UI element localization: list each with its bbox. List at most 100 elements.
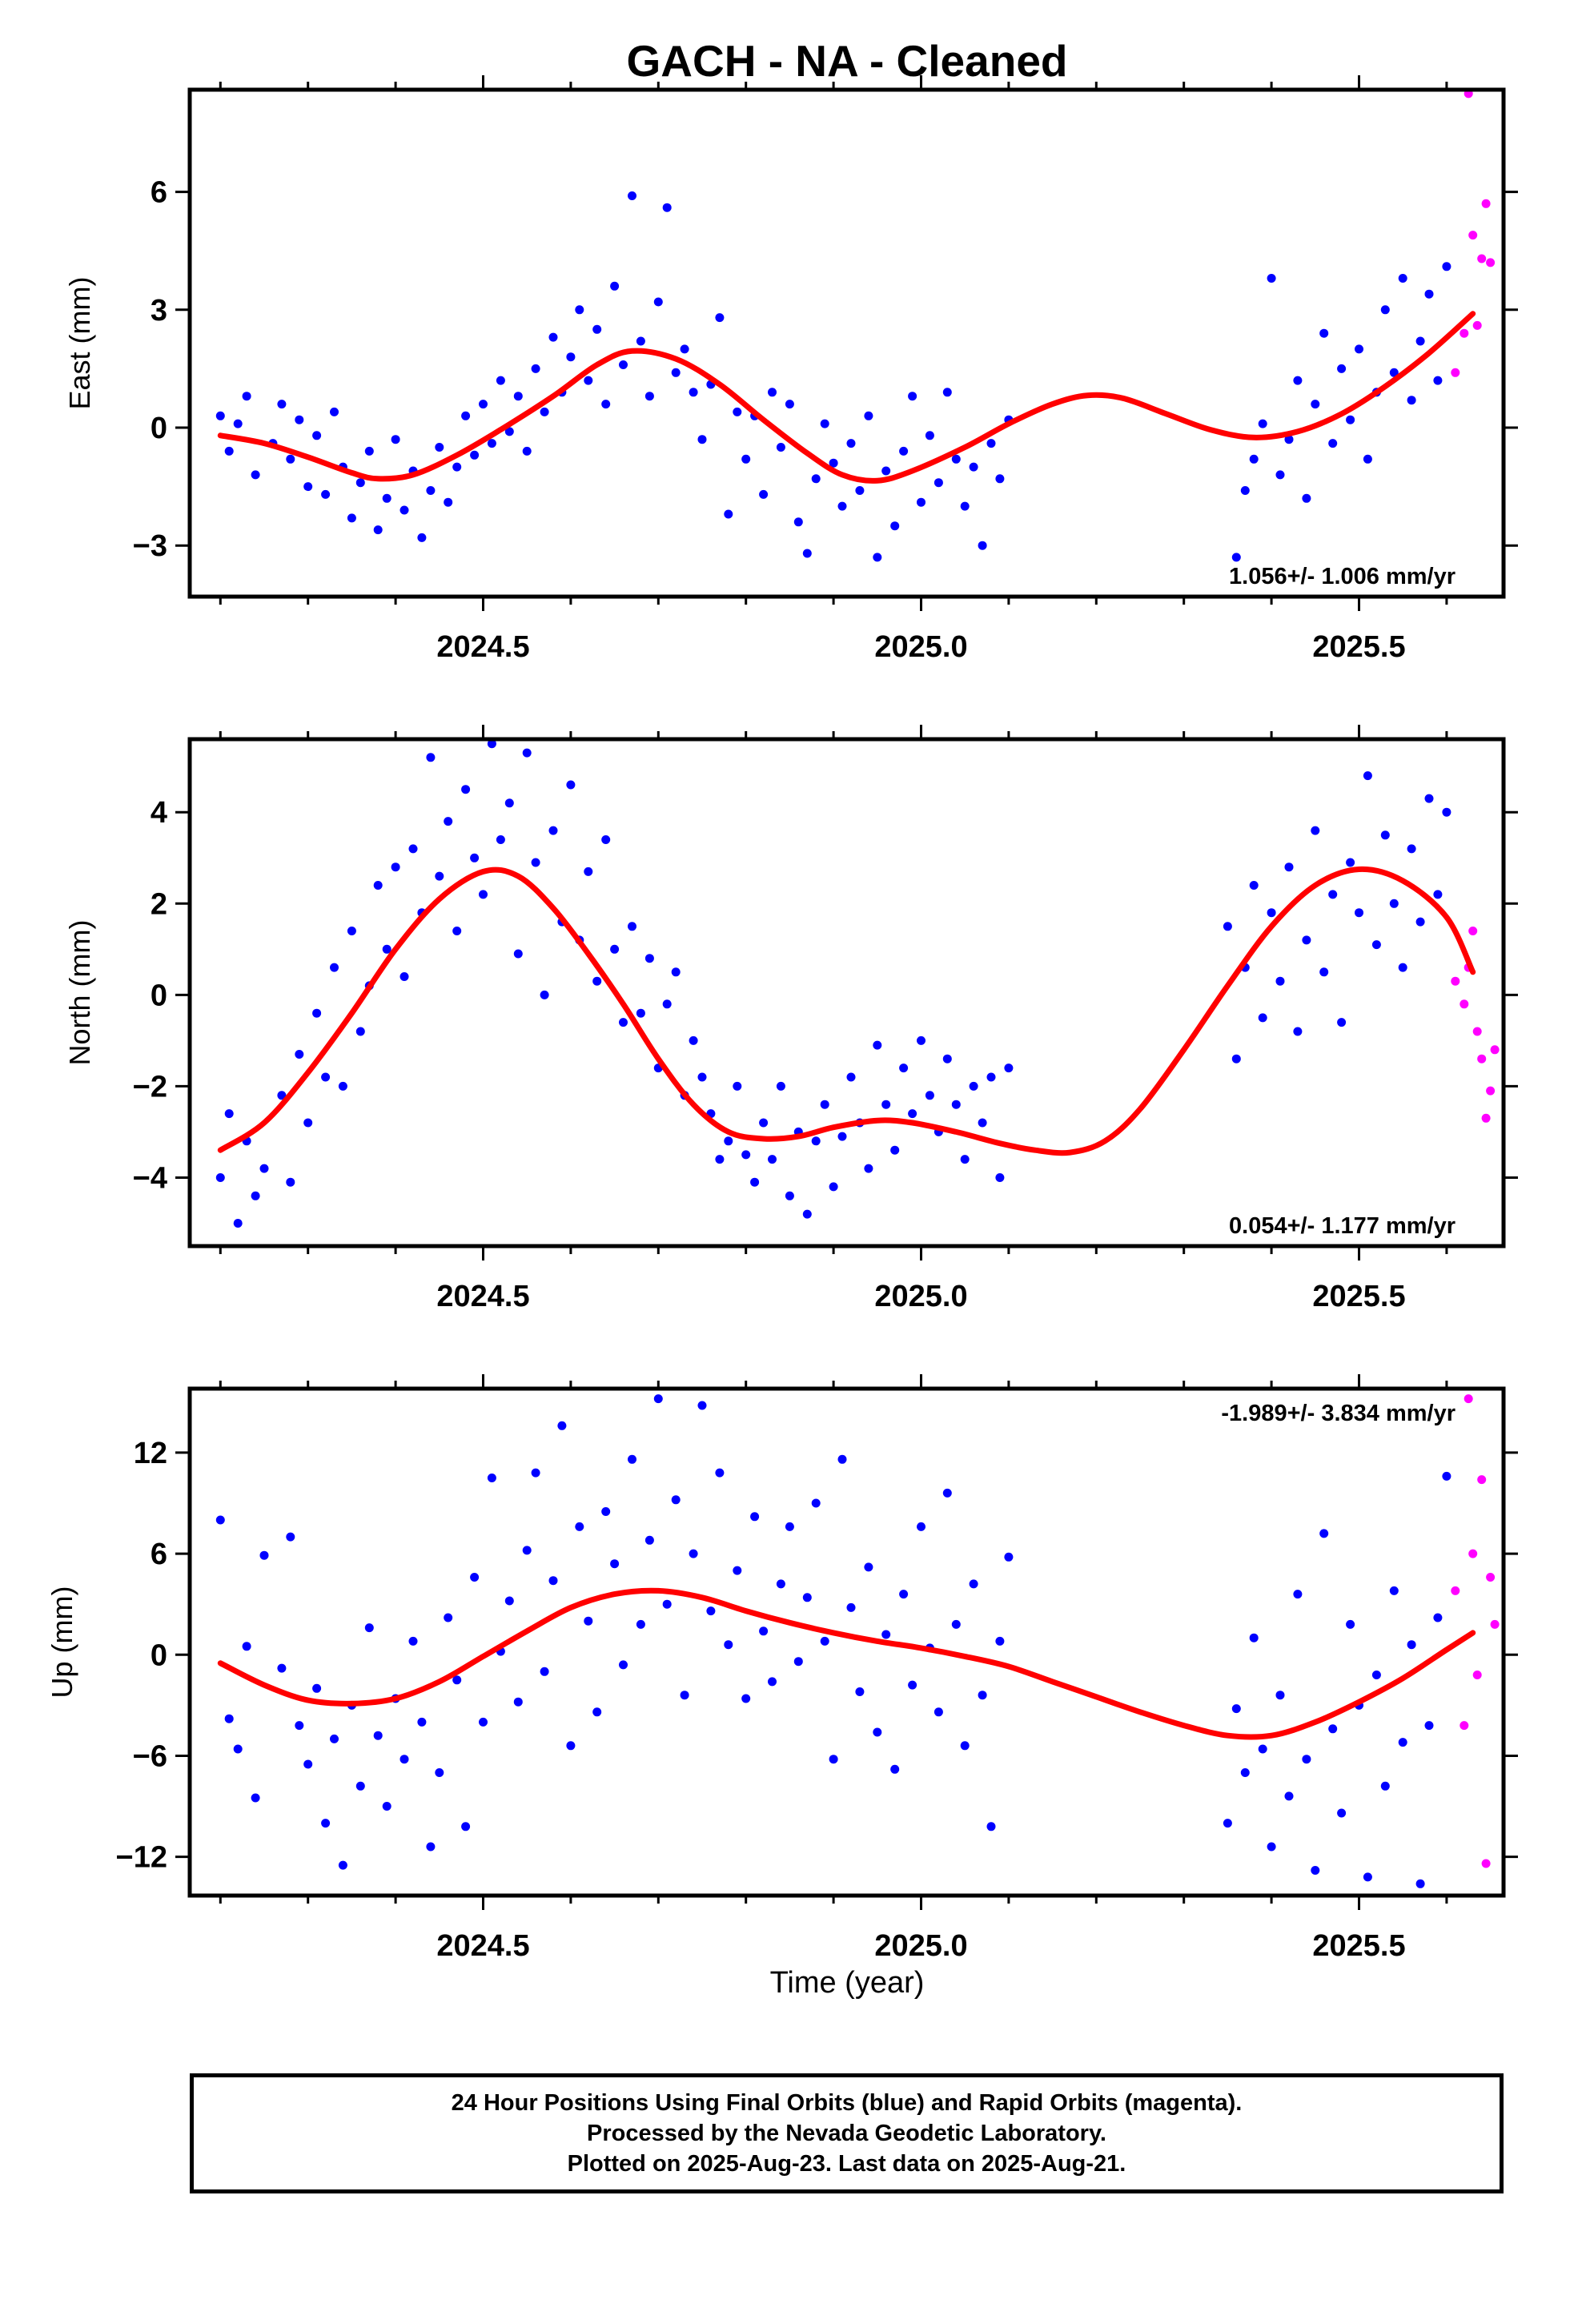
point-final: [619, 1018, 628, 1027]
point-final: [338, 1081, 347, 1091]
point-final: [242, 1642, 251, 1651]
point-final: [496, 376, 505, 385]
point-final: [452, 927, 462, 935]
point-final: [513, 1697, 523, 1707]
point-final: [1363, 454, 1372, 464]
point-final: [715, 313, 725, 323]
panel-up: 2024.5 2025.0 2025.5 −12 −6 0 6 12 Up (mm) -1.9…: [46, 1374, 1518, 1963]
point-final: [1258, 1013, 1267, 1023]
point-final: [925, 431, 934, 440]
point-final: [531, 1468, 540, 1478]
footer-box: 24 Hour Positions Using Final Orbits (bl…: [190, 2073, 1504, 2193]
point-final: [513, 949, 523, 959]
point-final: [715, 1155, 725, 1164]
point-final: [995, 474, 1005, 484]
ylabel-up: Up (mm): [46, 1586, 78, 1699]
point-final: [899, 446, 909, 456]
point-final: [233, 1744, 243, 1754]
point-final: [330, 407, 339, 416]
point-final: [628, 922, 636, 931]
point-final: [1337, 1018, 1347, 1027]
point-final: [470, 853, 480, 862]
point-final: [513, 392, 523, 401]
point-final: [1249, 1633, 1259, 1642]
point-final: [776, 1579, 785, 1589]
y-tick-label: −6: [133, 1740, 167, 1774]
point-final: [496, 835, 505, 844]
point-final: [1293, 376, 1303, 385]
point-final: [531, 858, 540, 867]
point-final: [644, 954, 654, 963]
y-tick-label: 3: [151, 294, 167, 328]
point-final: [619, 360, 628, 369]
point-final: [741, 1694, 751, 1703]
point-final: [662, 1599, 672, 1609]
point-final: [373, 881, 383, 890]
y-tick-label: −3: [133, 529, 167, 563]
point-final: [417, 1717, 427, 1727]
point-final: [355, 1027, 365, 1036]
point-final: [610, 944, 620, 954]
plot-frame-east: [187, 87, 1506, 599]
fit-curve-east: [217, 311, 1476, 484]
series-rapid-up: [1451, 1394, 1500, 1868]
point-final: [768, 1155, 777, 1164]
point-final: [1258, 1744, 1267, 1754]
point-final: [408, 1636, 418, 1646]
x-tick-label: 2025.0: [874, 630, 967, 664]
point-final: [1398, 274, 1407, 283]
point-rapid: [1468, 231, 1478, 240]
point-final: [487, 739, 496, 749]
point-final: [1311, 1866, 1320, 1875]
point-final: [724, 1136, 733, 1146]
point-final: [277, 1663, 287, 1673]
point-final: [382, 1802, 391, 1811]
point-final: [1389, 368, 1399, 377]
point-final: [917, 1522, 926, 1531]
point-final: [233, 419, 243, 428]
point-final: [785, 1191, 794, 1200]
point-final: [1415, 336, 1425, 346]
point-final: [1258, 419, 1267, 428]
point-final: [347, 513, 356, 523]
point-final: [908, 392, 917, 401]
point-final: [644, 1535, 654, 1545]
point-final: [1319, 1529, 1329, 1538]
plot-area-north: 2024.5 2025.0 2025.5 −4 −2 0 2 4: [133, 725, 1518, 1313]
point-final: [303, 1759, 313, 1769]
point-final: [671, 1495, 681, 1505]
point-final: [995, 1173, 1005, 1182]
point-final: [1407, 396, 1416, 405]
point-final: [864, 1562, 873, 1572]
point-final: [750, 1512, 760, 1522]
point-final: [768, 1677, 777, 1687]
point-final: [811, 1136, 821, 1146]
point-final: [829, 1182, 838, 1192]
point-rapid: [1481, 1859, 1491, 1868]
point-final: [215, 1173, 225, 1182]
point-final: [435, 1768, 444, 1777]
series-rapid-east: [1451, 90, 1496, 377]
point-final: [960, 501, 970, 511]
point-final: [575, 305, 584, 315]
y-tick-label: 0: [151, 412, 167, 445]
point-final: [557, 1421, 567, 1430]
point-final: [522, 748, 532, 758]
point-final: [592, 1707, 602, 1717]
plot-frame-up: [187, 1386, 1506, 1898]
point-final: [829, 1755, 838, 1764]
point-final: [444, 1613, 453, 1622]
point-final: [759, 1626, 769, 1636]
point-final: [1424, 794, 1434, 803]
point-final: [504, 798, 514, 808]
point-final: [1407, 1640, 1416, 1650]
point-final: [1346, 1619, 1355, 1629]
point-final: [1328, 439, 1338, 448]
plot-content-east: [215, 90, 1496, 562]
point-final: [969, 1579, 978, 1589]
plot-area-east: 2024.5 2025.0 2025.5 −3 0 3 6: [133, 75, 1518, 664]
point-rapid: [1464, 90, 1473, 99]
point-rapid: [1490, 1619, 1500, 1629]
point-final: [584, 866, 593, 876]
y-tick-label: 4: [151, 796, 167, 830]
